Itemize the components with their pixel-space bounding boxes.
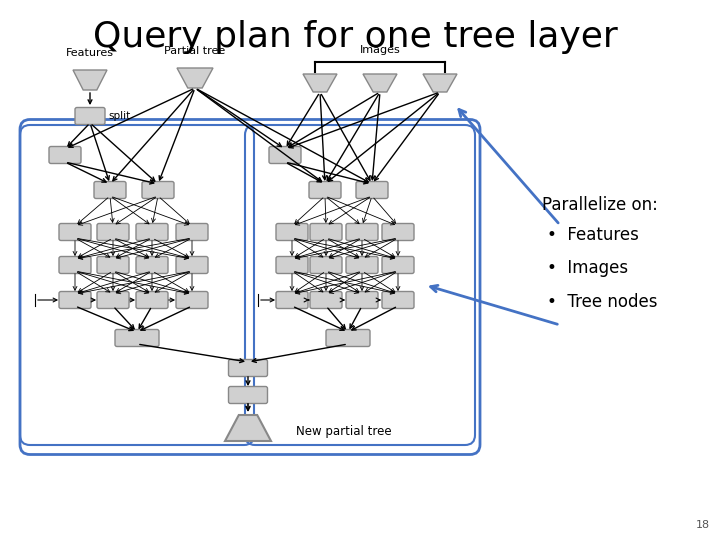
Polygon shape <box>225 415 271 441</box>
Text: Features: Features <box>66 48 114 58</box>
FancyBboxPatch shape <box>326 329 370 347</box>
FancyBboxPatch shape <box>382 224 414 240</box>
Polygon shape <box>303 74 337 92</box>
Polygon shape <box>363 74 397 92</box>
FancyBboxPatch shape <box>228 387 268 403</box>
FancyBboxPatch shape <box>346 256 378 273</box>
FancyBboxPatch shape <box>49 146 81 164</box>
FancyBboxPatch shape <box>94 181 126 199</box>
FancyBboxPatch shape <box>276 256 308 273</box>
FancyBboxPatch shape <box>176 292 208 308</box>
Text: •  Images: • Images <box>547 259 628 277</box>
FancyBboxPatch shape <box>309 181 341 199</box>
Text: •  Features: • Features <box>547 226 639 244</box>
FancyBboxPatch shape <box>176 256 208 273</box>
Polygon shape <box>423 74 457 92</box>
Text: •  Tree nodes: • Tree nodes <box>547 293 657 311</box>
FancyBboxPatch shape <box>276 224 308 240</box>
Text: Partial tree: Partial tree <box>164 46 225 56</box>
Polygon shape <box>73 70 107 90</box>
FancyBboxPatch shape <box>269 146 301 164</box>
FancyBboxPatch shape <box>176 224 208 240</box>
FancyBboxPatch shape <box>75 107 105 125</box>
Text: split: split <box>108 111 130 121</box>
FancyBboxPatch shape <box>310 292 342 308</box>
FancyBboxPatch shape <box>59 292 91 308</box>
Text: New partial tree: New partial tree <box>296 426 392 438</box>
FancyBboxPatch shape <box>228 360 268 376</box>
FancyBboxPatch shape <box>276 292 308 308</box>
Text: Query plan for one tree layer: Query plan for one tree layer <box>93 20 617 54</box>
FancyBboxPatch shape <box>382 292 414 308</box>
FancyBboxPatch shape <box>310 256 342 273</box>
FancyBboxPatch shape <box>97 256 129 273</box>
FancyBboxPatch shape <box>310 224 342 240</box>
FancyBboxPatch shape <box>356 181 388 199</box>
FancyBboxPatch shape <box>142 181 174 199</box>
FancyBboxPatch shape <box>115 329 159 347</box>
FancyBboxPatch shape <box>136 224 168 240</box>
FancyBboxPatch shape <box>382 256 414 273</box>
Text: 18: 18 <box>696 520 710 530</box>
FancyBboxPatch shape <box>97 292 129 308</box>
FancyBboxPatch shape <box>346 292 378 308</box>
Polygon shape <box>177 68 213 88</box>
FancyBboxPatch shape <box>97 224 129 240</box>
FancyBboxPatch shape <box>59 256 91 273</box>
Text: Images: Images <box>359 45 400 55</box>
FancyBboxPatch shape <box>136 256 168 273</box>
FancyBboxPatch shape <box>59 224 91 240</box>
FancyBboxPatch shape <box>136 292 168 308</box>
Text: Parallelize on:: Parallelize on: <box>542 196 658 214</box>
FancyBboxPatch shape <box>346 224 378 240</box>
